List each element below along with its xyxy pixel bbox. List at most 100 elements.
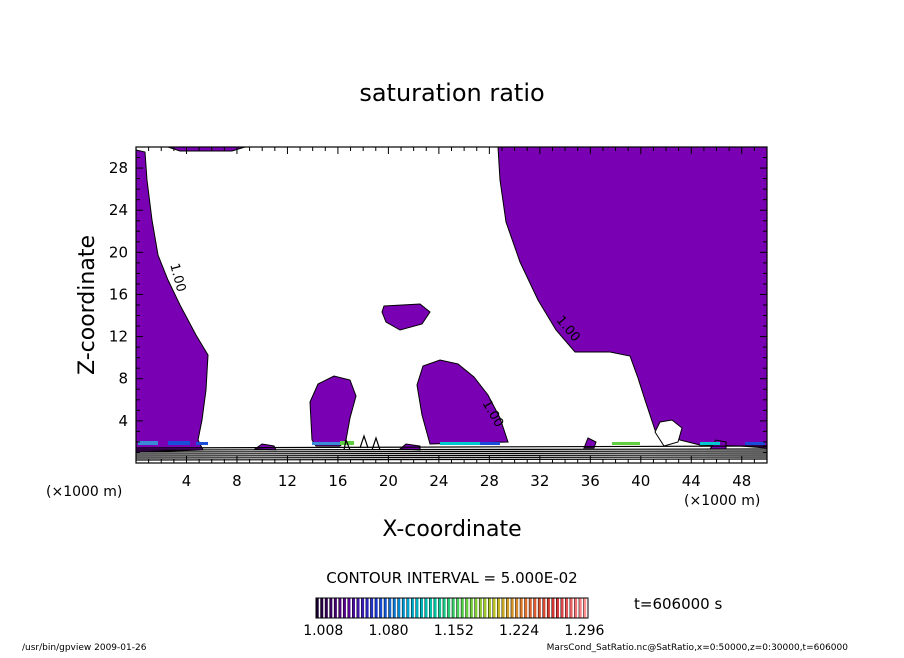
colorbar-swatch: [492, 598, 496, 618]
y-tick-label: 8: [118, 370, 128, 388]
footer-right: MarsCond_SatRatio.nc@SatRatio,x=0:50000,…: [547, 643, 849, 653]
colorbar-swatch: [551, 598, 555, 618]
colorbar-swatch: [429, 598, 433, 618]
colorbar-swatch: [384, 598, 387, 618]
x-tick-label: 24: [429, 472, 448, 490]
x-unit-left: (×1000 m): [46, 484, 122, 500]
colorbar-swatch: [334, 598, 337, 618]
colorbar-swatch: [456, 598, 460, 618]
y-tick-label: 16: [109, 285, 128, 303]
colorbar-swatch: [406, 598, 410, 618]
colorbar-swatch: [569, 598, 573, 618]
colorbar-swatch: [470, 598, 473, 618]
x-tick-label: 16: [328, 472, 347, 490]
colorbar-swatch: [547, 598, 550, 618]
colorbar-swatch: [343, 598, 346, 618]
x-axis-label: X-coordinate: [382, 517, 521, 542]
x-tick-label: 28: [480, 472, 499, 490]
colorbar-swatch: [529, 598, 532, 618]
y-tick-label: 12: [109, 328, 128, 346]
y-axis-label: Z-coordinate: [75, 235, 100, 375]
x-tick-label: 12: [278, 472, 297, 490]
colorbar-swatch: [370, 598, 374, 618]
supersaturated-patch: [583, 437, 597, 449]
colorbar-swatch: [356, 598, 360, 618]
colorbar-swatch: [365, 598, 369, 618]
colorbar-swatch: [361, 598, 365, 618]
colorbar-swatch: [411, 598, 414, 618]
y-tick-label: 24: [109, 201, 128, 219]
colorbar-swatch: [488, 598, 491, 618]
colorbar-swatch: [374, 598, 378, 618]
colorbar-swatch: [320, 598, 324, 618]
contour-interval: CONTOUR INTERVAL = 5.000E-02: [326, 569, 577, 587]
colorbar-tick-label: 1.152: [434, 623, 474, 639]
colorbar-swatch: [574, 598, 578, 618]
colorbar-swatch: [329, 598, 333, 618]
colorbar-swatch: [542, 598, 546, 618]
colorbar: [315, 597, 589, 619]
colorbar-swatch: [524, 598, 528, 618]
colorbar-swatch: [433, 598, 437, 618]
x-tick-label: 44: [682, 472, 701, 490]
supersaturated-region-blob: [381, 303, 431, 331]
colorbar-swatch: [538, 598, 541, 618]
x-tick-label: 40: [631, 472, 650, 490]
colorbar-swatch: [424, 598, 428, 618]
x-tick-label: 8: [232, 472, 242, 490]
contour-label: 1.00: [166, 262, 188, 294]
time-label: t=606000 s: [634, 595, 722, 613]
colorbar-swatch: [438, 598, 442, 618]
surface-contours: [135, 434, 768, 461]
x-unit-right: (×1000 m): [684, 493, 760, 509]
colorbar-tick-labels: 1.008 1.080 1.152 1.224 1.296: [303, 623, 604, 639]
colorbar-swatch: [520, 598, 523, 618]
colorbar-swatch: [397, 598, 401, 618]
colorbar-swatch: [565, 598, 569, 618]
x-tick-label: 4: [182, 472, 192, 490]
colorbar-swatch: [474, 598, 478, 618]
colorbar-swatch: [402, 598, 405, 618]
colorbar-swatch: [379, 598, 383, 618]
supersaturated-region-left: [135, 149, 209, 453]
footer-left: /usr/bin/gpview 2009-01-26: [22, 643, 147, 653]
colorbar-swatch: [415, 598, 419, 618]
colorbar-swatch: [393, 598, 396, 618]
colorbar-swatch: [578, 598, 582, 618]
colorbar-tick-label: 1.080: [368, 623, 408, 639]
x-axis-ticks: 4 8 12 16 20 24 28 32 36 40 44 48: [148, 147, 755, 490]
colorbar-swatch: [510, 598, 514, 618]
colorbar-swatch: [388, 598, 392, 618]
y-tick-label: 28: [109, 159, 128, 177]
colorbar-swatch: [556, 598, 559, 618]
colorbar-tick-label: 1.224: [499, 623, 539, 639]
colorbar-frame: [315, 597, 589, 619]
colorbar-swatch: [325, 598, 328, 618]
colorbar-swatch: [506, 598, 510, 618]
x-tick-label: 36: [581, 472, 600, 490]
colorbar-swatch: [452, 598, 455, 618]
colorbar-swatch: [497, 598, 501, 618]
colorbar-swatch: [479, 598, 482, 618]
colorbar-swatch: [465, 598, 469, 618]
colorbar-tick-label: 1.008: [303, 623, 343, 639]
y-tick-label: 20: [109, 243, 128, 261]
supersaturated-region-plume1: [309, 375, 357, 447]
x-tick-label: 32: [530, 472, 549, 490]
supersaturated-region-plume2: [416, 359, 509, 445]
colorbar-swatch: [316, 598, 319, 618]
colorbar-swatch: [447, 598, 451, 618]
colorbar-swatch: [515, 598, 519, 618]
y-tick-label: 4: [118, 412, 128, 430]
x-tick-label: 48: [732, 472, 751, 490]
colorbar-tick-label: 1.296: [564, 623, 604, 639]
colorbar-swatch: [560, 598, 564, 618]
colorbar-swatch: [483, 598, 487, 618]
colorbar-swatch: [501, 598, 505, 618]
colorbar-swatch: [461, 598, 464, 618]
colorbar-swatch: [420, 598, 423, 618]
colorbar-swatch: [583, 598, 587, 618]
chart-title: saturation ratio: [359, 79, 544, 107]
